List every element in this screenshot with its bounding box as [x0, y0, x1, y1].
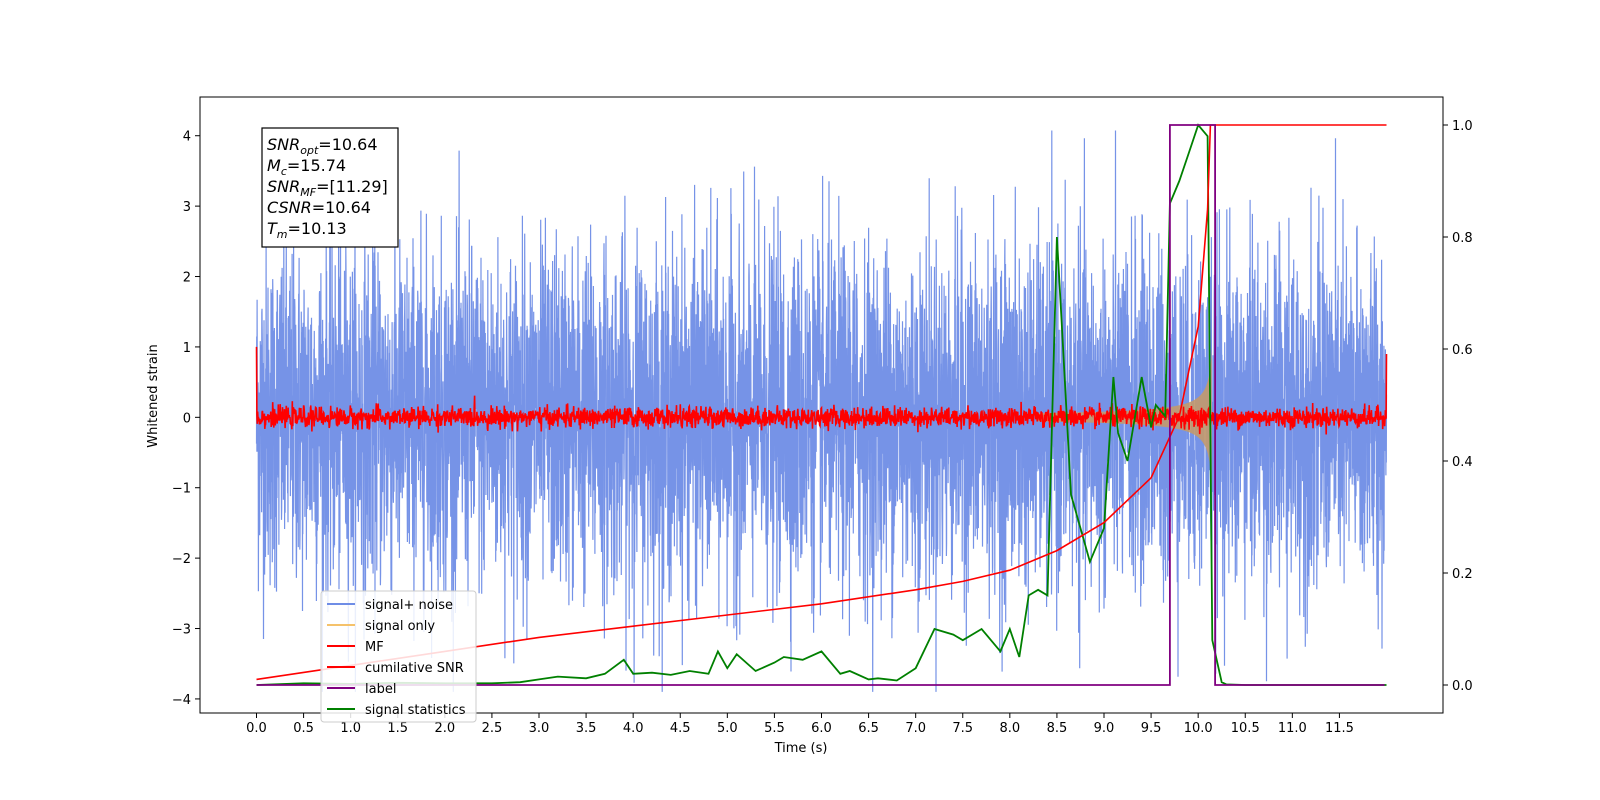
y-left-tick-label: 0 — [183, 411, 191, 426]
x-tick-label: 1.5 — [387, 721, 408, 736]
axes: 0.0 0.5 1.0 1.5 2.0 2.5 3.0 3.5 4.0 4.5 5.0 5.5 6.0 6… — [172, 96, 1473, 736]
legend: signal+ noise signal only MF cumilative SNR… — [320, 590, 477, 723]
y-right-tick-label: 1.0 — [1452, 119, 1473, 134]
x-tick-label: 7.5 — [952, 721, 973, 736]
series-signal-statistics — [256, 123, 1387, 686]
x-tick-label: 5.0 — [717, 721, 738, 736]
x-tick-label: 6.5 — [858, 721, 879, 736]
x-tick-label: 8.5 — [1047, 721, 1068, 736]
series-cumulative-snr — [256, 124, 1387, 681]
x-tick-label: 3.0 — [529, 721, 550, 736]
annotation-box: SNRopt=10.64Mc=15.74SNRMF=[11.29]CSNR=10… — [261, 127, 399, 248]
x-tick-label: 6.0 — [811, 721, 832, 736]
y-right-tick-label: 0.4 — [1452, 455, 1473, 470]
y-right-tick-label: 0.2 — [1452, 567, 1473, 582]
x-tick-label: 10.5 — [1231, 721, 1260, 736]
x-tick-label: 10.0 — [1184, 721, 1213, 736]
y-left-tick-label: 3 — [183, 200, 191, 215]
annotation-tm: Tm=10.13 — [267, 219, 347, 241]
y-left-tick-label: −3 — [172, 623, 191, 638]
y-left-tick-label: 2 — [183, 271, 191, 286]
y-left-tick-label: −2 — [172, 552, 191, 567]
x-tick-label: 1.0 — [340, 721, 361, 736]
legend-label: signal statistics — [365, 703, 466, 718]
annotation-snr_opt: SNRopt=10.64 — [267, 135, 378, 157]
legend-label: MF — [365, 640, 384, 655]
x-tick-label: 2.0 — [434, 721, 455, 736]
x-tick-label: 0.5 — [293, 721, 314, 736]
x-tick-label: 9.5 — [1141, 721, 1162, 736]
series-group — [255, 123, 1388, 692]
annotation-mc: Mc=15.74 — [267, 156, 346, 178]
legend-label: cumilative SNR — [365, 661, 464, 676]
x-tick-label: 2.5 — [482, 721, 503, 736]
y-axis-label: Whitened strain — [146, 344, 161, 447]
y-left-tick-label: −4 — [172, 693, 191, 708]
legend-label: signal only — [365, 619, 435, 634]
x-tick-label: 9.0 — [1094, 721, 1115, 736]
series-mf — [255, 346, 1388, 435]
series-label — [256, 124, 1385, 686]
x-tick-label: 4.5 — [670, 721, 691, 736]
legend-label: signal+ noise — [365, 598, 453, 613]
series-signal-noise — [255, 130, 1388, 692]
y-left-tick-label: 1 — [183, 341, 191, 356]
legend-frame — [320, 590, 477, 723]
annotation-snr_mf: SNRMF=[11.29] — [267, 177, 388, 199]
y-right-tick-label: 0.0 — [1452, 679, 1473, 694]
x-tick-label: 11.5 — [1325, 721, 1354, 736]
y-right-tick-label: 0.6 — [1452, 343, 1473, 358]
annotation-frame — [261, 127, 399, 248]
y-left-tick-label: −1 — [172, 482, 191, 497]
plot-area — [255, 123, 1388, 692]
x-axis-label: Time (s) — [774, 741, 828, 756]
x-tick-label: 5.5 — [764, 721, 785, 736]
x-tick-label: 3.5 — [576, 721, 597, 736]
annotation-csnr: CSNR=10.64 — [267, 198, 371, 217]
y-right-tick-label: 0.8 — [1452, 231, 1473, 246]
x-tick-label: 7.0 — [905, 721, 926, 736]
y-left-tick-label: 4 — [183, 130, 191, 145]
x-tick-label: 8.0 — [999, 721, 1020, 736]
x-tick-label: 11.0 — [1278, 721, 1307, 736]
legend-label: label — [365, 682, 396, 697]
x-tick-label: 4.0 — [623, 721, 644, 736]
x-tick-label: 0.0 — [246, 721, 267, 736]
